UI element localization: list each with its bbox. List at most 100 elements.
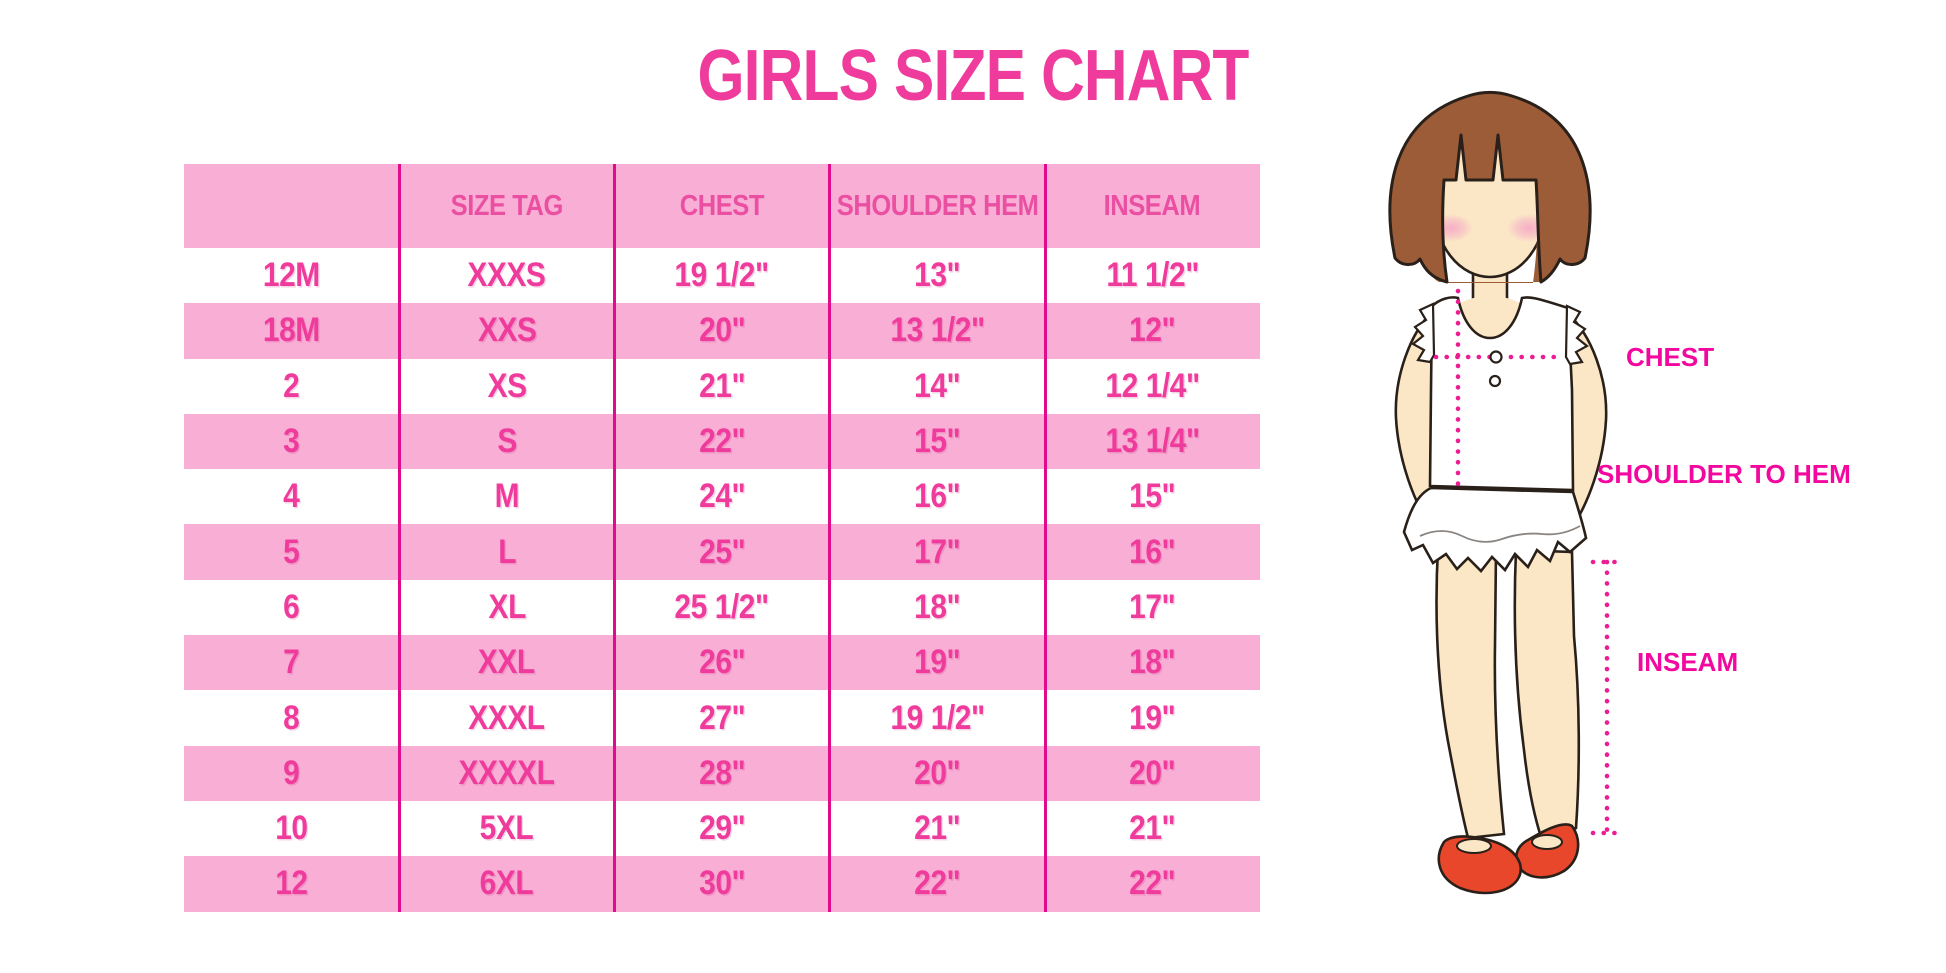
table-row: 12M XXXS 19 1/2" 13" 11 1/2" [184,248,1260,304]
girl-left-shoe-opening [1456,838,1492,854]
table-cell: XXL [478,643,536,682]
girl-hair-outline [1388,90,1592,284]
table-cell: 20" [1129,753,1176,792]
table-cell: 20" [914,753,961,792]
table-cell: 17" [914,532,961,571]
table-cell: 10 [275,809,308,848]
shoulder-to-hem-label: SHOULDER TO HEM [1597,459,1851,489]
girl-skirt [1402,486,1588,573]
table-cell: 6 [283,587,300,626]
table-cell: 7 [283,643,300,682]
table-cell: 19" [1129,698,1176,737]
table-cell: 13" [914,256,961,295]
table-cell: 14" [914,366,961,405]
table-cell: XXXXL [458,753,555,792]
table-row: 9 XXXXL 28" 20" 20" [184,745,1260,801]
table-cell: 2 [283,366,300,405]
column-header-blank [184,164,399,248]
table-cell: 3 [283,422,300,461]
girl-left-leg [1435,546,1506,840]
table-cell: 26" [698,643,746,682]
column-divider [398,164,401,912]
table-cell: 13 1/4" [1105,422,1200,461]
table-cell: 18" [914,587,961,626]
table-cell: L [497,532,516,571]
table-cell: 18" [1129,643,1176,682]
table-cell: 24" [698,477,746,516]
table-cell: 18M [263,311,321,350]
column-divider [1044,164,1047,912]
table-cell: 25 1/2" [674,587,770,626]
table-row: 6 XL 25 1/2" 18" 17" [184,579,1260,636]
size-table: SIZE TAG CHEST SHOULDER HEM INSEAM 12M XX… [184,164,1260,912]
table-cell: S [497,422,517,461]
table-cell: 21" [698,366,746,405]
column-header-shoulder-hem: SHOULDER HEM [836,189,1039,222]
table-cell: 11 1/2" [1106,256,1199,295]
table-cell: 19" [914,643,961,682]
inseam-label: INSEAM [1637,647,1739,677]
table-cell: 5XL [480,809,534,848]
table-cell: XXXL [468,698,546,737]
table-cell: 4 [283,477,300,516]
table-row: 4 M 24" 16" 15" [184,469,1260,525]
table-cell: 22" [1129,864,1176,903]
table-cell: 13 1/2" [890,311,985,350]
table-row: 12 6XL 30" 22" 22" [184,856,1260,912]
table-cell: 30" [698,864,746,903]
table-row: 2 XS 21" 14" 12 1/4" [184,358,1260,414]
girl-top [1428,296,1575,492]
table-cell: 12 1/4" [1105,366,1200,405]
table-cell: 20" [698,311,746,350]
girl-left-shoulder-ruffle [1411,302,1436,364]
table-cell: 12" [1129,311,1176,350]
girl-right-shoe [1515,823,1580,879]
girl-right-shoe-opening [1531,834,1563,850]
table-cell: 28" [698,753,746,792]
table-cell: 25" [698,532,746,571]
column-divider [828,164,831,912]
table-header-row: SIZE TAG CHEST SHOULDER HEM INSEAM [184,164,1260,248]
chest-label: CHEST [1626,342,1715,372]
table-cell: 19 1/2" [674,256,770,295]
table-cell: 17" [1129,587,1176,626]
table-row: 3 S 22" 15" 13 1/4" [184,413,1260,470]
table-cell: 16" [1129,532,1176,571]
table-cell: 12M [263,256,321,295]
table-cell: 19 1/2" [890,698,985,737]
column-header-chest: CHEST [679,189,765,222]
girl-top-button-2 [1488,374,1502,388]
table-row: 5 L 25" 17" 16" [184,524,1260,580]
table-cell: 8 [283,698,300,737]
table-cell: 5 [283,532,300,571]
table-cell: 21" [1129,809,1176,848]
table-cell: 15" [1129,477,1176,516]
table-cell: 6XL [480,864,534,903]
table-cell: 15" [914,422,961,461]
table-cell: 21" [914,809,961,848]
table-cell: 9 [283,753,300,792]
table-cell: XL [488,587,526,626]
table-cell: XS [487,366,527,405]
table-cell: 22" [698,422,746,461]
column-header-inseam: INSEAM [1104,189,1201,222]
table-cell: 22" [914,864,961,903]
table-cell: 16" [914,477,961,516]
table-row: 7 XXL 26" 19" 18" [184,635,1260,691]
girl-right-shoulder-ruffle [1564,304,1589,366]
girl-skirt-ruffle-line [1419,525,1581,543]
size-table-body: 12M XXXS 19 1/2" 13" 11 1/2" 18M XXS 20" 13 1/2"… [184,248,1260,912]
table-cell: XXXS [467,256,547,295]
column-divider [613,164,616,912]
table-cell: 27" [698,698,746,737]
table-row: 8 XXXL 27" 19 1/2" 19" [184,690,1260,746]
table-row: 10 5XL 29" 21" 21" [184,800,1260,857]
table-cell: M [494,477,520,516]
column-header-size-tag: SIZE TAG [450,189,564,222]
girl-figure-illustration [1388,90,1624,895]
table-cell: 12 [275,864,308,903]
girl-top-button-1 [1489,350,1503,364]
girl-right-leg [1513,548,1581,842]
table-cell: XXS [477,311,537,350]
